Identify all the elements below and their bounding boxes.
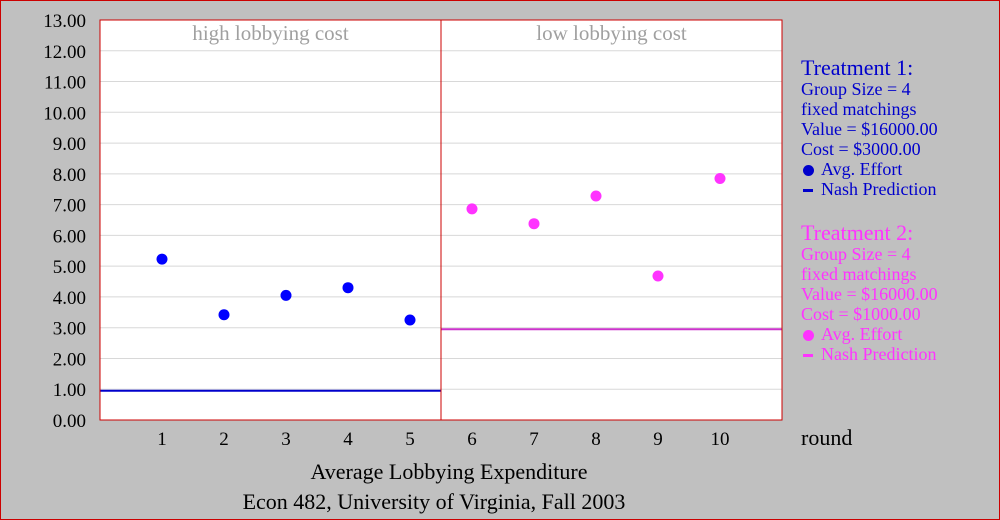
legend-dot-marker [803, 165, 814, 177]
y-tick-label: 9.00 [53, 134, 86, 155]
legend-effort-label: Avg. Effort [821, 324, 903, 344]
x-tick-label: 10 [711, 429, 730, 450]
legend-title: Treatment 1: [801, 55, 914, 80]
y-tick-label: 7.00 [53, 196, 86, 217]
legend-nash-label: Nash Prediction [821, 179, 937, 199]
legend-line-group-size: Group Size = 4 [801, 79, 911, 99]
legend-dot-marker [803, 330, 814, 342]
legend-effort-label: Avg. Effort [821, 159, 903, 179]
y-tick-label: 13.00 [43, 11, 86, 32]
y-tick-label: 3.00 [53, 319, 86, 340]
x-axis-ticks: 1 2 3 4 5 6 7 8 9 10 [157, 429, 729, 450]
data-point [652, 270, 664, 282]
x-tick-label: 9 [653, 429, 663, 450]
data-points [156, 172, 726, 326]
data-point [156, 253, 168, 265]
legend-line-cost: Cost = $3000.00 [801, 139, 921, 159]
data-point [714, 172, 726, 184]
x-tick-label: 8 [591, 429, 601, 450]
chart-title: Average Lobbying Expenditure [311, 459, 588, 484]
legend-title: Treatment 2: [801, 220, 914, 245]
y-tick-label: 4.00 [53, 288, 86, 309]
y-tick-label: 12.00 [43, 42, 86, 63]
x-tick-label: 7 [529, 429, 539, 450]
legend-line-matching: fixed matchings [801, 99, 917, 119]
x-tick-label: 3 [281, 429, 291, 450]
data-point [590, 190, 602, 202]
legend-nash-label: Nash Prediction [821, 344, 937, 364]
x-tick-label: 1 [157, 429, 167, 450]
legend-line-cost: Cost = $1000.00 [801, 304, 921, 324]
legend-dash-marker [803, 354, 813, 358]
y-tick-label: 10.00 [43, 103, 86, 124]
data-point [218, 309, 230, 321]
legend-line-matching: fixed matchings [801, 264, 917, 284]
y-tick-label: 8.00 [53, 165, 86, 186]
legend-treatment-2: Treatment 2: Group Size = 4 fixed matchi… [801, 220, 938, 365]
panel-label-low-cost: low lobbying cost [536, 21, 687, 45]
y-tick-label: 0.00 [53, 411, 86, 432]
x-axis-label: round [801, 425, 852, 450]
data-point [404, 314, 416, 326]
x-tick-label: 2 [219, 429, 229, 450]
legend-line-group-size: Group Size = 4 [801, 244, 911, 264]
legend-entry-nash: Nash Prediction [801, 179, 938, 199]
plot-border [99, 19, 783, 421]
data-point [342, 282, 354, 294]
data-point [466, 203, 478, 215]
data-point [528, 218, 540, 230]
nash-prediction-lines [100, 328, 782, 392]
legend-entry-nash: Nash Prediction [801, 344, 938, 364]
y-tick-label: 6.00 [53, 226, 86, 247]
y-tick-label: 5.00 [53, 257, 86, 278]
chart-subtitle: Econ 482, University of Virginia, Fall 2… [243, 489, 626, 514]
y-tick-label: 2.00 [53, 349, 86, 370]
y-tick-label: 11.00 [44, 73, 86, 94]
y-tick-label: 1.00 [53, 380, 86, 401]
data-point [280, 289, 292, 301]
legend-entry-effort: Avg. Effort [801, 324, 938, 344]
legend-entry-effort: Avg. Effort [801, 159, 938, 179]
legend-treatment-1: Treatment 1: Group Size = 4 fixed matchi… [801, 55, 938, 200]
legend-dash-marker [803, 189, 813, 193]
legend-line-value: Value = $16000.00 [801, 284, 938, 304]
x-tick-label: 5 [405, 429, 415, 450]
panel-label-high-cost: high lobbying cost [192, 21, 348, 45]
x-tick-label: 6 [467, 429, 477, 450]
x-tick-label: 4 [343, 429, 353, 450]
legend-line-value: Value = $16000.00 [801, 119, 938, 139]
y-axis-ticks: 0.00 1.00 2.00 3.00 4.00 5.00 6.00 7.00 8.00 9.00… [43, 11, 86, 432]
